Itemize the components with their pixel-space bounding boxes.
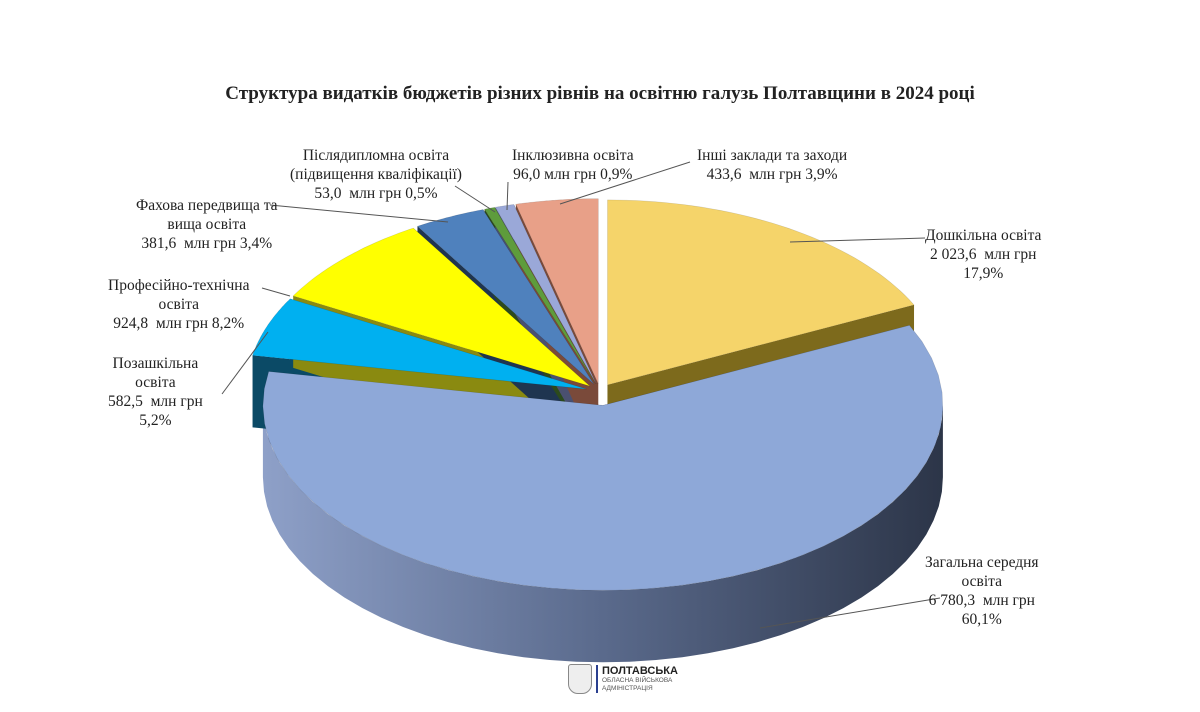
leader-line-2: [221, 331, 269, 395]
logo: ПОЛТАВСЬКА ОБЛАСНА ВІЙСЬКОВА АДМІНІСТРАЦ…: [568, 664, 678, 694]
pie-slice-6: [494, 204, 597, 385]
pie-slice-4: [416, 209, 595, 385]
chart-title: Структура видатків бюджетів різних рівні…: [225, 83, 975, 104]
pie-slice-2: [252, 298, 587, 390]
slice-wall: [262, 405, 943, 663]
leader-line-3: [261, 287, 291, 297]
label-other: Інші заклади та заходи 433,6 млн грн 3,9…: [697, 147, 848, 183]
label-vocational: Професійно-технічна освіта 924,8 млн грн…: [108, 277, 250, 332]
label-inclusive: Інклюзивна освіта 96,0 млн грн 0,9%: [512, 147, 634, 183]
pie-slice-7: [515, 198, 599, 384]
label-secondary: Загальна середня освіта 6 780,3 млн грн …: [925, 554, 1039, 628]
leader-line-0: [789, 237, 926, 243]
label-out-of-school: Позашкільна освіта 582,5 млн грн 5,2%: [108, 355, 203, 429]
pie-slice-1: [262, 324, 944, 591]
pie-slice-3: [292, 227, 591, 387]
pie-slice-0: [607, 199, 915, 386]
logo-divider: [596, 665, 598, 693]
leader-line-1: [759, 597, 941, 629]
leader-line-7: [559, 161, 691, 205]
leader-line-4: [269, 204, 449, 223]
logo-line3: АДМІНІСТРАЦІЯ: [602, 685, 653, 692]
coat-of-arms-icon: [568, 664, 592, 694]
label-higher: Фахова передвища та вища освіта 381,6 мл…: [136, 197, 278, 252]
leader-line-5: [454, 185, 496, 213]
logo-line2: ОБЛАСНА ВІЙСЬКОВА: [602, 677, 673, 684]
label-preschool: Дошкільна освіта 2 023,6 млн грн 17,9%: [925, 227, 1042, 282]
leader-line-6: [506, 181, 509, 211]
label-postgraduate: Післядипломна освіта (підвищення кваліфі…: [290, 147, 462, 202]
logo-line1: ПОЛТАВСЬКА: [602, 665, 678, 677]
